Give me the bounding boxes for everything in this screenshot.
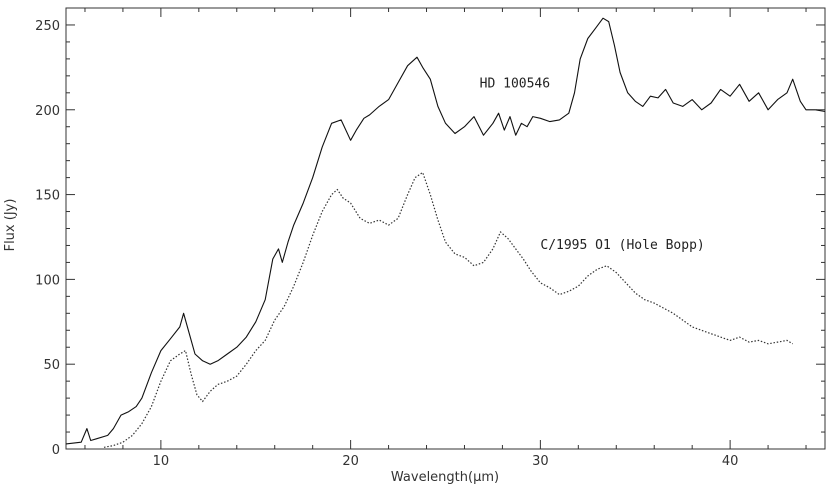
y-tick-label: 50	[43, 358, 60, 373]
y-tick-label: 100	[35, 273, 60, 288]
label-hale-bopp: C/1995 O1 (Hole Bopp)	[540, 238, 704, 253]
x-tick-label: 10	[153, 454, 170, 469]
label-hd-100546: HD 100546	[480, 77, 550, 92]
x-axis-label: Wavelength(μm)	[391, 470, 499, 485]
x-tick-label: 40	[722, 454, 739, 469]
x-axis-ticks: 10 20 30 40	[84, 8, 807, 469]
x-tick-label: 30	[532, 454, 549, 469]
y-tick-label: 200	[35, 104, 60, 119]
series-annotations: HD 100546 C/1995 O1 (Hole Bopp)	[480, 77, 705, 253]
y-tick-label: 250	[35, 19, 60, 34]
plot-axes	[65, 7, 826, 450]
y-tick-label: 150	[35, 189, 60, 204]
series-layer	[65, 17, 826, 448]
series-line-hd-100546	[65, 17, 826, 445]
y-axis-label: Flux (Jy)	[3, 199, 18, 252]
y-tick-label: 0	[52, 443, 60, 458]
x-tick-label: 20	[342, 454, 359, 469]
y-axis-ticks: 0 50 100 150 200 250	[35, 19, 825, 458]
series-line-hale-bopp	[103, 171, 794, 448]
plot-frame	[65, 7, 826, 450]
